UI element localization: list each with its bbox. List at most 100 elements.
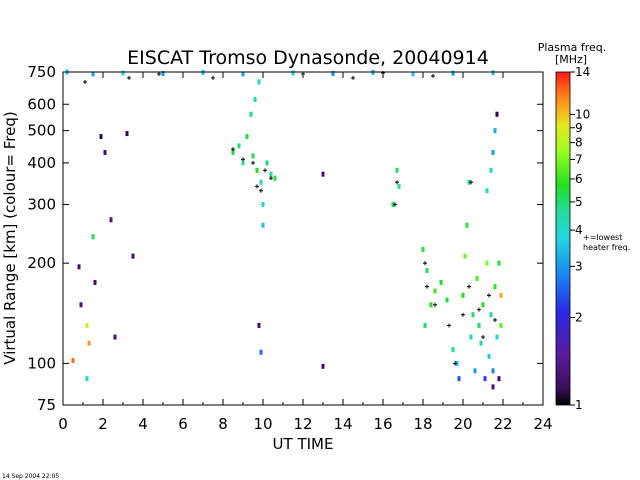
x-tick-label: 12 [293,415,312,433]
heater-marker [395,180,399,185]
x-axis: 0 2 4 6 8 10 12 14 16 18 20 22 24 [58,72,553,433]
x-tick-label: 10 [253,415,272,433]
data-point [397,183,401,189]
heater-note-line1: +=lowest [583,233,622,242]
colorbar-tick-label: 4 [575,223,583,237]
heater-marker [259,188,263,193]
plot-area [62,69,544,406]
data-point [85,322,89,328]
data-point [261,202,265,208]
heater-marker [467,284,471,289]
data-point [425,268,429,274]
chart-title: EISCAT Tromso Dynasonde, 20040914 [127,47,489,69]
data-point [91,234,95,240]
colorbar-tick-label: 9 [575,121,583,135]
heater-marker [493,317,497,322]
colorbar-tick-label: 1 [575,398,583,412]
data-point [491,70,495,76]
data-point [479,340,483,346]
data-point [493,128,497,134]
data-point [495,111,499,117]
y-tick-label: 600 [27,95,56,113]
colorbar-title: Plasma freq. [538,41,607,54]
x-tick-label: 4 [138,415,148,433]
colorbar-tick-label: 10 [575,107,590,121]
data-point [489,167,493,173]
heater-marker [423,261,427,266]
data-point [109,217,113,223]
colorbar-tick-label: 8 [575,136,583,150]
y-tick-label: 100 [27,354,56,372]
data-point [261,222,265,228]
data-point [259,179,263,185]
data-point [445,297,449,303]
heater-marker [453,361,457,366]
heater-marker-layer [83,70,497,366]
colorbar-tick-label: 3 [575,259,583,273]
data-point [451,70,455,76]
data-point [475,275,479,281]
data-point [91,71,95,77]
heater-marker [263,168,267,173]
data-points-layer [65,69,503,390]
data-point [245,134,249,140]
data-point [259,349,263,355]
heater-marker [127,75,131,80]
y-axis-label: Virtual Range [km] (colour= Freq) [1,111,19,364]
x-tick-label: 14 [333,415,352,433]
data-point [483,376,487,382]
data-point [395,167,399,173]
data-point [465,222,469,228]
data-point [469,334,473,340]
heater-marker [231,147,235,152]
heater-marker [461,312,465,317]
data-point [439,279,443,285]
data-point [257,322,261,328]
data-point [499,322,503,328]
heater-marker [481,335,485,340]
y-tick-label: 300 [27,196,56,214]
data-point [321,363,325,369]
data-point [231,149,235,155]
heater-marker [351,75,355,80]
x-tick-label: 8 [218,415,228,433]
data-point [121,70,125,76]
data-point [273,175,277,181]
data-point [87,340,91,346]
data-point [471,312,475,318]
y-axis: 75 100 200 300 400 500 600 750 [27,63,543,414]
data-point [473,368,477,374]
data-point [487,353,491,359]
data-point [131,253,135,259]
y-tick-label: 200 [27,254,56,272]
data-point [451,347,455,353]
data-point [495,334,499,340]
data-point [423,322,427,328]
data-point [491,368,495,374]
data-point [321,171,325,177]
data-point [237,143,241,149]
heater-marker [477,307,481,312]
x-tick-label: 22 [493,415,512,433]
heater-marker [433,302,437,307]
data-point [161,71,165,77]
data-point [255,167,259,173]
colorbar-units: [MHz] [555,53,587,66]
data-point [491,384,495,390]
heater-marker [83,79,87,84]
heater-note-line2: heater freq. [583,243,630,252]
heater-marker [425,284,429,289]
colorbar-tick-label: 7 [575,152,583,166]
data-point [241,71,245,77]
data-point [477,322,481,328]
plot-frame [62,71,544,406]
x-tick-label: 24 [533,415,552,433]
x-tick-label: 2 [98,415,108,433]
x-tick-label: 18 [413,415,432,433]
data-point [481,302,485,308]
heater-marker [469,180,473,185]
data-point [251,153,255,159]
data-point [421,246,425,252]
data-point [429,302,433,308]
